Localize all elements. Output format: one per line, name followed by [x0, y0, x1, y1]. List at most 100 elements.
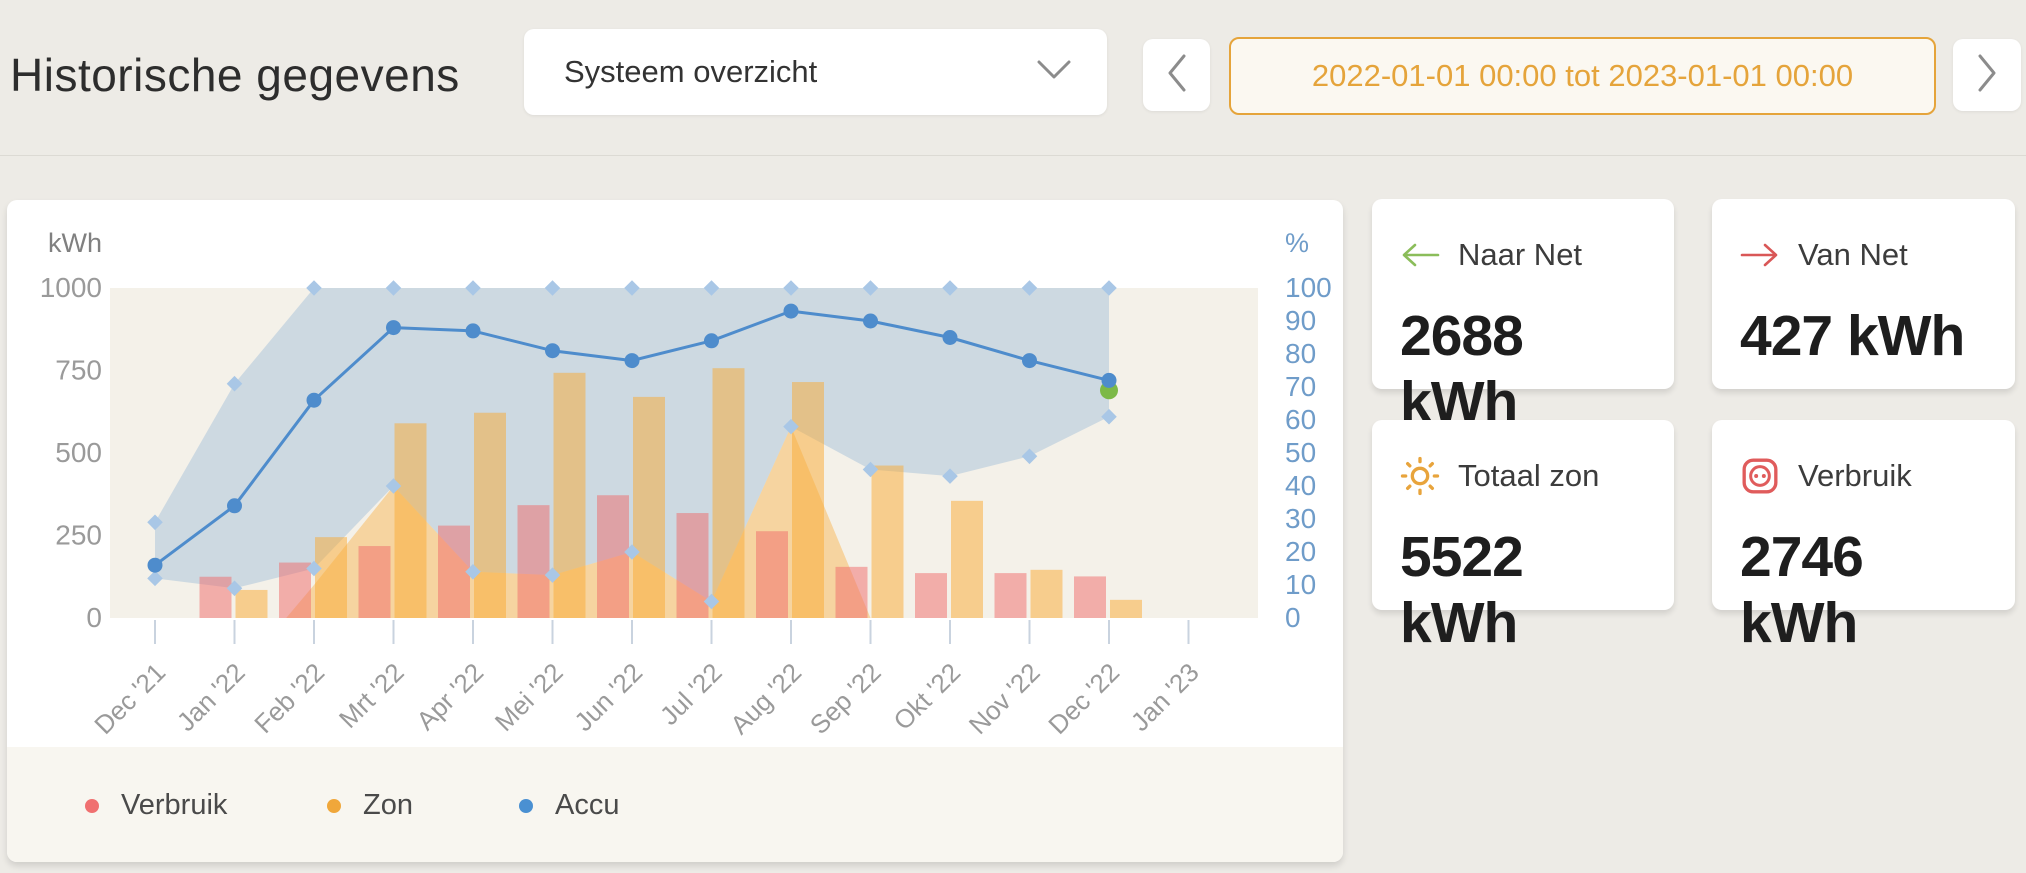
accu-line-marker [306, 392, 322, 408]
legend-label: Verbruik [121, 789, 228, 821]
accu-line-marker [704, 333, 719, 349]
system-overview-dropdown[interactable]: Systeem overzicht [524, 29, 1107, 115]
bar-zon [712, 368, 745, 618]
zon-legend-dot [327, 798, 341, 813]
band-diamond-marker [1021, 280, 1038, 296]
accu-line-marker [227, 498, 242, 514]
chevron-down-icon [1037, 60, 1071, 85]
bar-zon [1110, 599, 1142, 618]
accu-line-marker [1022, 353, 1037, 369]
accu-line-marker [147, 557, 163, 573]
x-axis-label: Feb '22 [248, 657, 330, 739]
accu-line-marker [863, 313, 878, 329]
stat-value: 5522 kWh [1400, 525, 1524, 655]
bar-verbruik [358, 546, 391, 618]
stat-card-verbruik: Verbruik 2746 kWh [1712, 420, 2015, 655]
bar-zon [394, 423, 427, 618]
bar-verbruik [517, 505, 550, 618]
y-right-tick-label: 30 [1285, 503, 1316, 534]
date-range-text: 2022-01-01 00:00 tot 2023-01-01 00:00 [1311, 58, 1854, 93]
band-diamond-marker [1021, 448, 1038, 465]
legend-item-zon[interactable]: Zon [327, 789, 413, 822]
stat-label: Totaal zon [1458, 458, 1600, 493]
accu-line-marker [465, 323, 481, 339]
chart-legend: Verbruik Zon Accu [7, 747, 1343, 862]
y-right-tick-label: 100 [1285, 272, 1332, 303]
bar-zon [553, 372, 586, 618]
stat-label: Van Net [1798, 237, 1908, 272]
page-title: Historische gegevens [10, 49, 460, 101]
x-axis-label: Apr '22 [410, 657, 489, 736]
date-range-button[interactable]: 2022-01-01 00:00 tot 2023-01-01 00:00 [1229, 37, 1936, 115]
accu-line-marker [545, 343, 560, 359]
bar-verbruik [438, 525, 470, 618]
accu-line-marker [1101, 372, 1117, 388]
band-diamond-marker [1101, 408, 1117, 425]
y-right-tick-label: 40 [1285, 470, 1316, 501]
bar-verbruik [756, 531, 788, 618]
accu-legend-dot [519, 798, 533, 813]
accu-minmax-band [155, 288, 1109, 602]
bar-verbruik [199, 576, 232, 618]
previous-period-button[interactable] [1143, 39, 1210, 111]
y-left-tick-label: 0 [86, 602, 102, 633]
y-right-tick-label: 50 [1285, 437, 1316, 468]
y-left-tick-label: 500 [55, 437, 102, 468]
stat-value: 2688 kWh [1400, 304, 1524, 434]
band-diamond-marker [226, 375, 243, 392]
history-chart-card: Dec '21 Jan '22 Feb '22 Mrt '22 Apr '22 Mei '… [7, 200, 1343, 862]
legend-label: Accu [555, 789, 620, 821]
stat-card-naar-net: Naar Net 2688 kWh [1372, 199, 1674, 434]
x-axis-label: Okt '22 [887, 657, 966, 736]
y-left-tick-label: 1000 [40, 272, 102, 303]
bar-verbruik [676, 513, 709, 618]
next-period-button[interactable] [1953, 39, 2021, 111]
bar-verbruik [994, 573, 1027, 618]
y-right-tick-label: 70 [1285, 371, 1316, 402]
x-axis-label: Nov '22 [963, 657, 1046, 740]
y-right-tick-label: 60 [1285, 404, 1316, 435]
x-axis-label: Jan '23 [1125, 657, 1205, 737]
accu-line-marker [624, 353, 640, 369]
zon-range-area [286, 426, 871, 618]
sun-icon [1400, 456, 1444, 496]
x-axis-label: Aug '22 [724, 657, 807, 740]
y-left-tick-label: 250 [55, 520, 102, 551]
dropdown-selected-value: Systeem overzicht [564, 54, 818, 89]
y-left-axis-title: kWh [48, 228, 102, 258]
legend-item-verbruik[interactable]: Verbruik [85, 789, 227, 822]
y-right-tick-label: 80 [1285, 338, 1316, 369]
band-diamond-marker [544, 567, 561, 583]
bar-verbruik [597, 495, 629, 618]
bar-zon [235, 589, 268, 618]
accu-line-marker [942, 330, 958, 345]
bar-verbruik [835, 566, 868, 618]
power-socket-icon [1740, 456, 1784, 496]
y-right-tick-label: 90 [1285, 305, 1316, 336]
stat-card-van-net: Van Net 427 kWh [1712, 199, 2015, 389]
verbruik-legend-dot [85, 798, 99, 813]
x-axis-label: Sep '22 [804, 657, 887, 740]
bar-verbruik [279, 562, 311, 618]
bar-zon [474, 412, 506, 618]
chevron-left-icon [1167, 54, 1187, 97]
x-axis-label: Mrt '22 [333, 657, 410, 734]
bar-verbruik [1074, 576, 1106, 618]
bar-zon [871, 465, 904, 618]
bar-zon [633, 396, 665, 618]
x-axis-label: Jan '22 [171, 657, 251, 737]
stat-label: Verbruik [1798, 458, 1912, 493]
arrow-left-icon [1400, 242, 1444, 268]
chart-plot-area[interactable]: Dec '21 Jan '22 Feb '22 Mrt '22 Apr '22 Mei '… [7, 200, 1343, 747]
bar-verbruik [915, 573, 947, 618]
y-left-tick-label: 750 [55, 355, 102, 386]
legend-label: Zon [363, 789, 413, 821]
arrow-right-icon [1740, 242, 1784, 268]
bar-zon [1030, 569, 1063, 618]
band-diamond-marker [1101, 280, 1117, 296]
x-axis-label: Jul '22 [654, 657, 728, 731]
accu-line-marker [783, 303, 799, 319]
legend-item-accu[interactable]: Accu [519, 789, 619, 822]
accu-line-marker [386, 320, 401, 336]
